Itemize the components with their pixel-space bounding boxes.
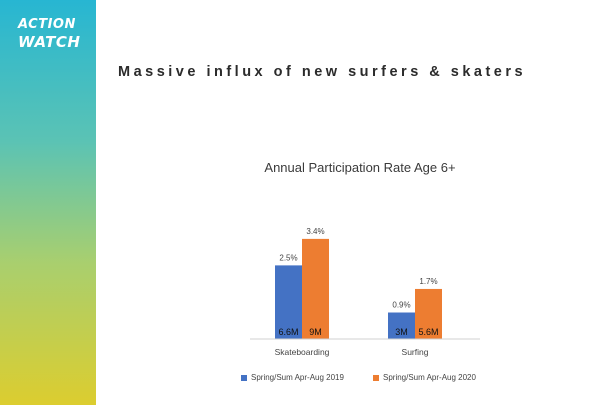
data-label-top: 0.9%	[392, 301, 410, 310]
side-gradient-band	[0, 0, 96, 405]
data-label-inside: 6.6M	[278, 327, 298, 337]
category-label: Skateboarding	[275, 347, 330, 357]
logo-line-2: WATCH	[18, 33, 81, 51]
action-watch-logo: ACTION WATCH	[18, 18, 80, 70]
chart-legend: Spring/Sum Apr-Aug 2019 Spring/Sum Apr-A…	[235, 373, 535, 387]
data-label-inside: 3M	[395, 327, 408, 337]
legend-swatch-2020	[373, 374, 379, 381]
legend-swatch-2019	[241, 374, 247, 381]
legend-item-2020: Spring/Sum Apr-Aug 2020	[373, 373, 476, 382]
bar-skateboarding-series-1	[275, 265, 302, 339]
logo-line-1: ACTION	[18, 17, 76, 32]
legend-label-2019: Spring/Sum Apr-Aug 2019	[251, 373, 344, 382]
bar-skateboarding-series-2	[302, 238, 329, 339]
data-label-top: 2.5%	[279, 253, 297, 262]
legend-item-2019: Spring/Sum Apr-Aug 2019	[241, 373, 344, 382]
legend-label-2020: Spring/Sum Apr-Aug 2020	[383, 373, 476, 382]
bar-surfing-series-2	[415, 288, 442, 339]
bar-surfing-series-1	[388, 312, 415, 339]
slide-title: Massive influx of new surfers & skaters	[118, 64, 527, 80]
chart-title: Annual Participation Rate Age 6+	[264, 160, 456, 175]
data-label-top: 3.4%	[306, 227, 324, 236]
data-label-inside: 5.6M	[418, 327, 438, 337]
data-label-inside: 9M	[309, 327, 322, 337]
data-label-top: 1.7%	[419, 277, 437, 286]
category-label: Surfing	[402, 347, 429, 357]
